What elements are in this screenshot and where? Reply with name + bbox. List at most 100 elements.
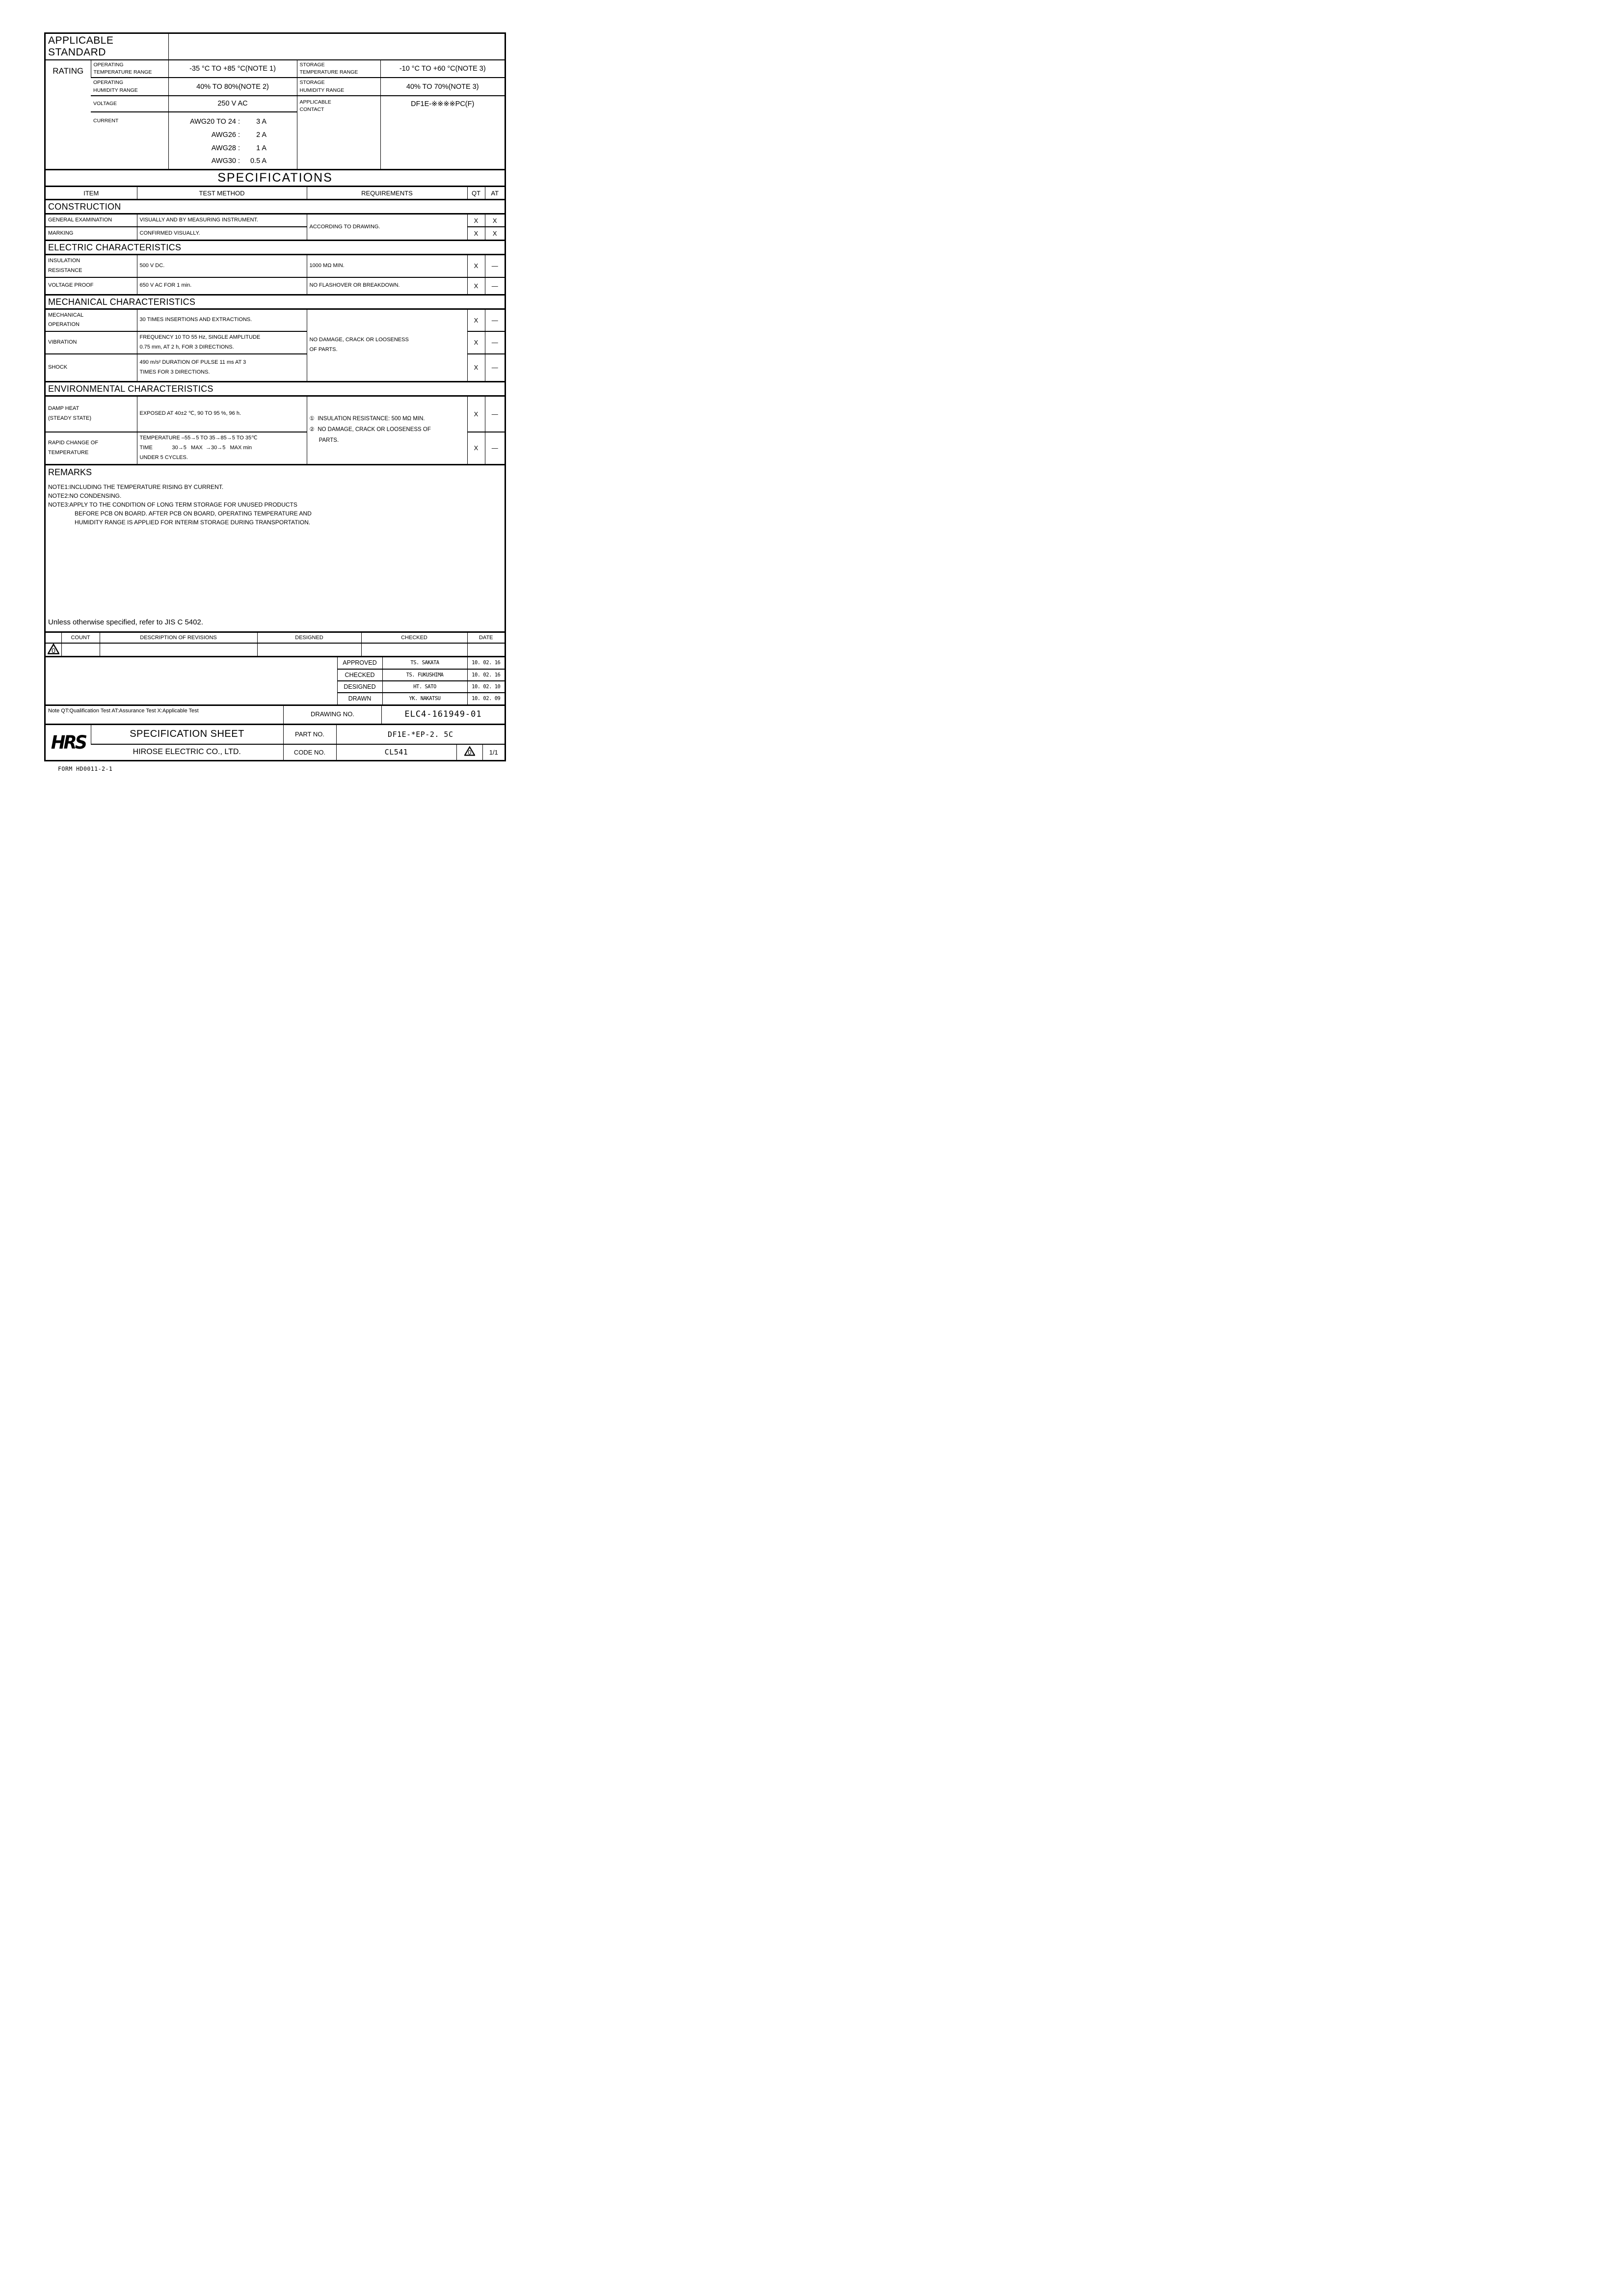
construction-rows: GENERAL EXAMINATION VISUALLY AND BY MEAS… [46, 215, 505, 240]
operating-humidity-range-value: 40% TO 80%(NOTE 2) [168, 77, 297, 96]
method-mechanical-operation: 30 TIMES INSERTIONS AND EXTRACTIONS. [136, 309, 307, 332]
section-title-construction: CONSTRUCTION [48, 202, 121, 212]
page-number: 1/1 [482, 743, 505, 760]
section-title-mechanical: MECHANICAL CHARACTERISTICS [48, 297, 196, 307]
revision-triangle-icon: 0 [456, 743, 482, 760]
specifications-banner: SPECIFICATIONS [217, 171, 333, 185]
approved-name: TS. SAKATA [382, 657, 467, 669]
applicable-contact-value: DF1E-※※※※PC(F) [380, 95, 505, 169]
item-general-examination: GENERAL EXAMINATION [48, 217, 112, 223]
method-general-examination: VISUALLY AND BY MEASURING INSTRUMENT. [136, 215, 307, 227]
method-damp-heat: EXPOSED AT 40±2 ℃, 90 TO 95 %, 96 h. [136, 396, 307, 432]
electric-rows: INSULATION RESISTANCE 500 V DC. 1000 MΩ … [46, 255, 505, 294]
hrs-logo-text: HRS [51, 731, 87, 753]
operating-temperature-range-label: OPERATING TEMPERATURE RANGE [90, 59, 168, 78]
revision-description-cell [99, 642, 257, 656]
req-according-to-drawing: ACCORDING TO DRAWING. [306, 215, 467, 240]
method-voltage-proof: 650 V AC FOR 1 min. [136, 276, 307, 294]
qt-mark: X [467, 331, 485, 354]
at-mark: — [484, 276, 505, 294]
designed-name: HT. SATO [382, 680, 467, 693]
awg-line: AWG30 :0.5 A [211, 157, 267, 165]
drawing-no-label: DRAWING NO. [283, 705, 381, 724]
code-no-label: CODE NO. [283, 743, 336, 760]
checked-name: TS. FUKUSHIMA [382, 668, 467, 681]
mechanical-rows: MECHANICAL OPERATION 30 TIMES INSERTIONS… [46, 309, 505, 381]
svg-text:0: 0 [52, 647, 55, 654]
rating-table: APPLICABLE STANDARD RATING OPERATING TEM… [46, 34, 505, 169]
at-mark: — [484, 309, 505, 332]
drawn-name: YK. NAKATSU [382, 692, 467, 704]
col-header-date: DATE [467, 632, 505, 643]
form-number: FORM HD0011-2-1 [58, 765, 113, 772]
test-legend-note: Note QT:Qualification Test AT:Assurance … [48, 707, 199, 714]
designed-label: DESIGNED [337, 680, 382, 693]
sheet-title: SPECIFICATION SHEET [90, 725, 283, 744]
applicable-contact-label: APPLICABLE CONTACT [296, 95, 380, 169]
storage-temperature-range-value: -10 °C TO +60 °C(NOTE 3) [380, 59, 505, 78]
jis-reference-note: Unless otherwise specified, refer to JIS… [48, 618, 203, 626]
storage-humidity-range-value: 40% TO 70%(NOTE 3) [380, 77, 505, 96]
item-shock: SHOCK [46, 353, 137, 381]
at-mark: X [484, 215, 505, 227]
storage-humidity-range-label: STORAGE HUMIDITY RANGE [296, 77, 380, 96]
method-shock: 490 m/s² DURATION OF PULSE 11 ms AT 3 TI… [136, 353, 307, 381]
drawn-label: DRAWN [337, 692, 382, 704]
req-insulation-resistance: 1000 MΩ MIN. [306, 255, 467, 277]
code-no-value: CL541 [336, 743, 456, 760]
col-header-designed: DESIGNED [257, 632, 361, 643]
remark-note-1: NOTE1:INCLUDING THE TEMPERATURE RISING B… [48, 483, 224, 490]
drawing-no-value: ELC4-161949-01 [381, 705, 505, 724]
drawn-date: 10. 02. 09 [467, 692, 505, 704]
checked-date: 10. 02. 16 [467, 668, 505, 681]
qt-mark: X [467, 215, 485, 227]
at-mark: — [484, 353, 505, 381]
revision-date-cell [467, 642, 505, 656]
col-header-at: AT [484, 187, 505, 199]
at-mark: — [484, 255, 505, 277]
col-header-checked: CHECKED [361, 632, 467, 643]
voltage-value: 250 V AC [168, 95, 297, 112]
item-mechanical-operation: MECHANICAL OPERATION [48, 312, 84, 328]
awg-line: AWG26 :2 A [211, 131, 267, 139]
note-drawing-row: Note QT:Qualification Test AT:Assurance … [46, 705, 505, 724]
qt-mark: X [467, 309, 485, 332]
environmental-rows: DAMP HEAT (STEADY STATE) EXPOSED AT 40±2… [46, 396, 505, 464]
svg-text:0: 0 [468, 749, 471, 756]
remark-note-3-cont: BEFORE PCB ON BOARD. AFTER PCB ON BOARD,… [75, 510, 312, 517]
operating-temperature-range-value: -35 °C TO +85 °C(NOTE 1) [168, 59, 297, 78]
part-no-value: DF1E-*EP-2. 5C [336, 725, 505, 744]
item-insulation-resistance: INSULATION RESISTANCE [48, 257, 82, 273]
col-header-description-of-revisions: DESCRIPTION OF REVISIONS [99, 632, 257, 643]
title-block: HRS SPECIFICATION SHEET PART NO. DF1E-*E… [46, 725, 505, 760]
revision-triangle-icon: 0 [46, 642, 61, 656]
section-title-environmental: ENVIRONMENTAL CHARACTERISTICS [48, 383, 213, 394]
col-header-item: ITEM [83, 189, 99, 197]
current-values: AWG20 TO 24 :3 A AWG26 :2 A AWG28 :1 A A… [168, 111, 297, 169]
method-insulation-resistance: 500 V DC. [136, 255, 307, 277]
req-no-damage: NO DAMAGE, CRACK OR LOOSENESS OF PARTS. [306, 309, 467, 381]
hirose-logo: HRS [46, 725, 91, 760]
remark-note-3: NOTE3:APPLY TO THE CONDITION OF LONG TER… [48, 501, 297, 508]
item-damp-heat: DAMP HEAT (STEADY STATE) [48, 405, 92, 422]
spec-header-row: ITEM TEST METHOD REQUIREMENTS QT AT [46, 187, 505, 199]
revision-designed-cell [257, 642, 361, 656]
applicable-standard-empty-cell [168, 34, 505, 60]
qt-mark: X [467, 226, 485, 240]
remark-note-2: NOTE2:NO CONDENSING. [48, 492, 122, 499]
revision-count-cell [61, 642, 100, 656]
item-marking: MARKING [46, 226, 137, 240]
checked-label: CHECKED [337, 668, 382, 681]
approval-block: APPROVED TS. SAKATA 10. 02. 16 CHECKED T… [46, 657, 505, 704]
req-voltage-proof: NO FLASHOVER OR BREAKDOWN. [306, 276, 467, 294]
qt-mark: X [467, 353, 485, 381]
approval-empty-area [46, 657, 337, 704]
document-wrapper: APPLICABLE STANDARD RATING OPERATING TEM… [44, 32, 506, 772]
qt-mark: X [467, 396, 485, 432]
qt-mark: X [467, 276, 485, 294]
remarks-section: REMARKS NOTE1:INCLUDING THE TEMPERATURE … [46, 465, 505, 631]
approved-date: 10. 02. 16 [467, 657, 505, 669]
qt-mark: X [467, 255, 485, 277]
method-marking: CONFIRMED VISUALLY. [136, 226, 307, 240]
method-rapid-change-of-temperature: TEMPERATURE –55→5 TO 35→85→5 TO 35℃ TIME… [136, 431, 307, 464]
